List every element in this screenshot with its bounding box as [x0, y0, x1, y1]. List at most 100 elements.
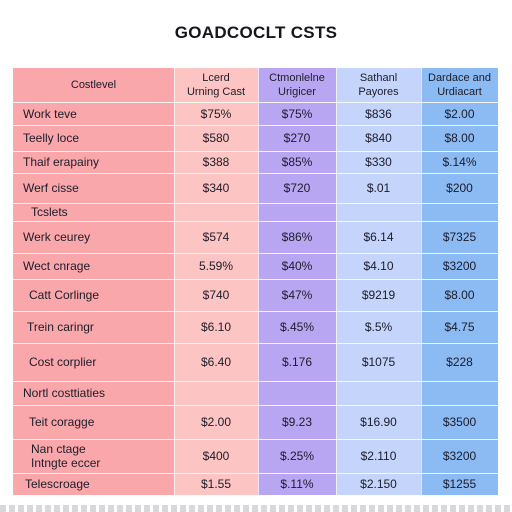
column-header-line: Urigicer	[278, 86, 316, 98]
column-header-line: Lcerd	[202, 72, 230, 84]
row-label: Werf cisse	[23, 173, 174, 203]
row-label: Teelly loce	[23, 125, 174, 151]
row-label: Teit coragge	[29, 405, 174, 439]
column-header-line: Payores	[358, 86, 399, 98]
row-label-line: Werf cisse	[23, 181, 79, 195]
table-cell: $4.75	[444, 320, 475, 334]
row-label: Nan ctage Intngte eccer	[31, 439, 174, 473]
table-cell: $3500	[442, 415, 477, 429]
row-label-line: Cost corplier	[29, 355, 97, 369]
row-label-line: Teelly loce	[23, 131, 80, 145]
row-divider	[13, 203, 498, 204]
table-cell	[258, 381, 336, 405]
row-divider	[13, 279, 498, 280]
column-header-row_header: Costlevel	[13, 68, 174, 102]
table-cell: $1075	[361, 355, 396, 369]
table-cell: $.11%	[280, 477, 314, 491]
table-cell: $6.40	[200, 355, 232, 369]
table-cell: $836	[365, 106, 392, 121]
row-divider	[13, 173, 498, 174]
row-label: Cost corplier	[29, 343, 174, 381]
column-divider	[421, 68, 422, 495]
column-divider	[174, 68, 175, 495]
table-cell: $.5%	[364, 320, 393, 334]
table-cell	[258, 203, 336, 221]
table-cell: $840	[365, 131, 392, 145]
table-cell: $8.00	[444, 288, 475, 302]
table-cell	[421, 381, 498, 405]
row-label-line: Trein caringr	[27, 320, 94, 334]
table-cell	[336, 203, 421, 221]
column-header-c1: Lcerd Urning Cast	[174, 68, 258, 102]
row-label-line: Werk ceurey	[23, 230, 91, 244]
table-cell: $7325	[442, 230, 477, 244]
row-label-line: Teit coragge	[29, 415, 95, 429]
table-cell: $6.10	[200, 320, 232, 334]
row-label-line: Tcslets	[31, 205, 68, 219]
row-label-line: Catt Corlinge	[29, 288, 100, 302]
table-cell: $75%	[200, 106, 232, 121]
table-cell: $.25%	[279, 449, 315, 463]
table-cell: $3200	[442, 259, 477, 273]
table-cell: $9219	[361, 288, 396, 302]
row-header-column	[13, 68, 174, 495]
table-cell: $2.110	[360, 449, 397, 463]
row-label: Nortl costtiaties	[23, 381, 174, 405]
row-divider	[13, 439, 498, 440]
chart-title: GOADCOCLT CSTS	[174, 23, 338, 42]
column-header-c3: Sathanl Payores	[336, 68, 421, 102]
table-cell: $47%	[281, 288, 313, 302]
row-label: Tcslets	[31, 203, 174, 221]
table-cell: $9.23	[281, 415, 313, 429]
row-label-line: Intngte eccer	[31, 456, 101, 470]
table-cell: $.14%	[442, 155, 477, 169]
table-cell: $330	[365, 155, 392, 169]
row-divider	[13, 343, 498, 344]
row-label: Trein caringr	[27, 311, 174, 343]
row-label-line: Thaif erapainy	[23, 155, 100, 169]
table-cell: $2.00	[444, 106, 475, 121]
table-cell	[174, 381, 258, 405]
table-cell: $400	[202, 449, 230, 463]
table-cell: $340	[202, 181, 230, 195]
row-label: Telescroage	[25, 473, 174, 495]
table-cell: $.176	[281, 355, 313, 369]
table-cell: $16.90	[360, 415, 397, 429]
column-header-c2: Ctmonlelne Urigicer	[258, 68, 336, 102]
table-cell: $574	[202, 230, 230, 244]
table-cell: $40%	[281, 259, 313, 273]
table-cell: $388	[202, 155, 230, 169]
table-cell: $2.00	[200, 415, 232, 429]
table-cell: $6.14	[363, 230, 394, 244]
column-3-band	[336, 68, 421, 495]
table-cell: $1255	[442, 477, 477, 491]
table-cell: $228	[446, 355, 473, 369]
table-cell: $200	[446, 181, 473, 195]
table-cell: $85%	[281, 155, 313, 169]
table-cell: $740	[202, 288, 230, 302]
table-cell: $270	[283, 131, 311, 145]
column-header-line: Dardace and	[428, 72, 491, 84]
table-cell: $2.150	[360, 477, 397, 491]
table-cell: $1.55	[200, 477, 232, 491]
row-label-line: Wect cnrage	[23, 259, 91, 273]
row-label: Work teve	[23, 102, 174, 125]
column-divider	[336, 68, 337, 495]
row-divider	[13, 311, 498, 312]
table-cell: $.01	[366, 181, 391, 195]
row-label-line: Nan ctage	[31, 442, 86, 456]
row-divider	[13, 102, 498, 103]
row-divider	[13, 151, 498, 152]
column-header-line: Ctmonlelne	[269, 72, 325, 84]
table-cell	[336, 381, 421, 405]
row-label: Werk ceurey	[23, 221, 174, 253]
row-label-line: Telescroage	[25, 477, 90, 491]
table-cell: $86%	[281, 230, 313, 244]
table-cell: $580	[202, 131, 230, 145]
row-divider	[13, 125, 498, 126]
column-2-band	[258, 68, 336, 495]
row-label: Thaif erapainy	[23, 151, 174, 173]
table-cell: 5.59%	[198, 259, 234, 273]
table-cell	[174, 203, 258, 221]
table-cell: $3200	[442, 449, 477, 463]
